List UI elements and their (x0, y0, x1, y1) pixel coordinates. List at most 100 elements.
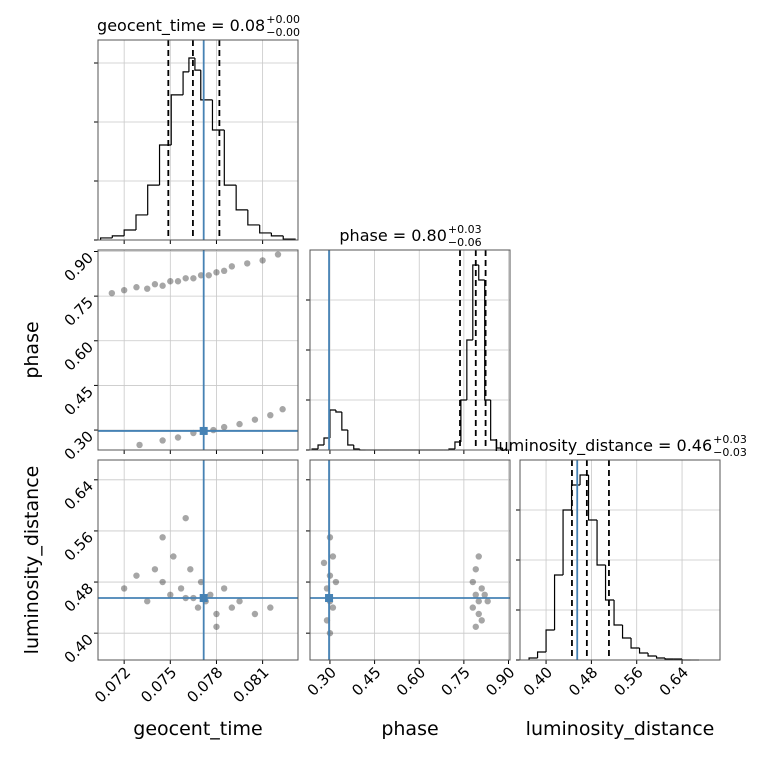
sample-point (159, 534, 166, 541)
sample-point (159, 437, 166, 444)
sample-point (144, 598, 151, 605)
sample-point (190, 275, 197, 282)
histogram-step (335, 410, 342, 413)
histogram-step (329, 409, 336, 438)
sample-point (236, 420, 243, 428)
panel-frame (519, 459, 721, 661)
x-tick-label: 0.60 (393, 663, 429, 699)
truth-marker (199, 594, 208, 603)
sample-point (194, 604, 202, 611)
sample-point (329, 604, 337, 611)
y-axis-label: luminosity_distance (21, 466, 43, 655)
x-tick-label: 0.64 (656, 663, 692, 699)
sample-point (144, 285, 151, 292)
histogram-step (158, 144, 172, 186)
panel-title: phase = 0.80 (339, 226, 446, 245)
histogram-step (454, 441, 461, 449)
histogram-step (604, 565, 615, 601)
sample-point (174, 434, 182, 441)
x-tick-label: 0.48 (565, 663, 601, 699)
sample-point (244, 260, 251, 267)
x-tick-label: 0.75 (438, 663, 474, 699)
sample-point (320, 559, 328, 567)
sample-point (136, 441, 143, 449)
x-tick-label: 0.90 (482, 663, 518, 699)
panel-frame (97, 459, 299, 661)
sample-point (159, 578, 166, 586)
histogram-step (536, 651, 547, 658)
sample-point (228, 604, 236, 611)
title-lower: −0.06 (448, 236, 482, 249)
sample-point (174, 278, 182, 285)
histogram-step (570, 484, 581, 510)
sample-point (177, 585, 185, 592)
sample-point (469, 578, 476, 586)
sample-point (220, 423, 228, 431)
sample-point (108, 289, 116, 297)
sample-point (475, 598, 482, 605)
sample-point (274, 251, 282, 258)
histogram-step (211, 99, 225, 131)
histogram-step (490, 400, 497, 441)
histogram-step (596, 520, 606, 566)
sample-point (197, 272, 205, 279)
sample-point (167, 591, 174, 599)
y-tick-label: 0.56 (61, 528, 97, 564)
x-tick-label: 0.081 (230, 663, 273, 706)
histogram-step (247, 209, 260, 226)
sample-point (481, 591, 488, 599)
sample-point (207, 591, 214, 599)
panel-title: luminosity_distance = 0.46 (494, 436, 712, 456)
title-lower: −0.03 (713, 446, 747, 459)
x-tick-label: 0.072 (91, 663, 134, 706)
sample-point (478, 617, 485, 624)
sample-point (170, 553, 177, 560)
sample-point (472, 591, 479, 599)
sample-point (332, 578, 340, 586)
histogram-step (647, 653, 657, 657)
histogram-step (111, 235, 125, 238)
histogram-step (655, 656, 666, 659)
histogram-step (194, 57, 201, 71)
sample-point (213, 269, 220, 276)
histogram-step (562, 509, 572, 575)
sample-point (259, 257, 266, 264)
panel-frame (97, 249, 299, 451)
y-tick-label: 0.45 (61, 383, 97, 419)
x-tick-label: 0.075 (137, 663, 180, 706)
histogram-step (466, 339, 473, 400)
histogram-step (341, 412, 348, 431)
sample-point (213, 623, 220, 630)
histogram-step (545, 629, 555, 652)
y-tick-label: 0.40 (61, 630, 97, 666)
histogram-step (123, 229, 136, 236)
x-tick-label: 0.56 (610, 663, 646, 699)
sample-point (267, 604, 274, 611)
y-tick-label: 0.64 (61, 477, 97, 513)
sample-point (472, 623, 479, 630)
histogram-step (259, 224, 272, 234)
sample-point (475, 553, 482, 560)
histogram-step (347, 430, 354, 446)
sample-point (182, 514, 189, 522)
histogram-step (472, 264, 479, 340)
y-tick-label: 0.48 (61, 579, 97, 615)
truth-marker (199, 426, 208, 435)
panel-frame (309, 249, 511, 451)
sample-point (167, 278, 174, 285)
sample-point (329, 553, 337, 560)
sample-point (484, 598, 491, 605)
sample-point (151, 281, 159, 288)
title-upper: +0.03 (713, 433, 747, 446)
x-tick-label: 0.078 (183, 663, 226, 706)
histogram-step (553, 574, 564, 630)
title-upper: +0.00 (266, 13, 300, 26)
x-tick-label: 0.45 (348, 663, 384, 699)
histogram-step (135, 214, 148, 230)
histogram-step (223, 129, 237, 186)
histogram-step (282, 235, 296, 240)
histogram-step (270, 232, 284, 237)
histogram-step (528, 657, 538, 660)
sample-point (197, 578, 205, 586)
